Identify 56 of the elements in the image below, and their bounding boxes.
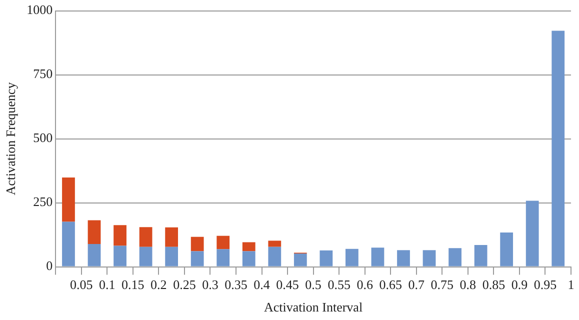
bar xyxy=(320,250,333,266)
bar xyxy=(448,248,462,266)
bar xyxy=(268,240,282,247)
bar xyxy=(397,250,410,266)
bar xyxy=(88,220,101,244)
bar xyxy=(242,251,256,266)
x-tick-label: 0.4 xyxy=(254,277,270,292)
bar xyxy=(474,245,488,266)
bar xyxy=(242,242,256,252)
x-tick-label: 0.15 xyxy=(122,277,144,292)
bar xyxy=(88,244,101,266)
x-tick-label: 0.6 xyxy=(356,277,374,292)
bar xyxy=(216,249,230,266)
bar xyxy=(190,251,204,266)
bar xyxy=(268,246,282,266)
x-tick-label: 0.9 xyxy=(511,277,528,292)
bar xyxy=(114,225,126,246)
x-tick-label: 0.65 xyxy=(379,277,402,292)
x-tick-label: 0.75 xyxy=(430,277,454,292)
bar xyxy=(526,200,539,266)
x-tick-label: 0.95 xyxy=(534,277,557,292)
x-tick-label: 0.05 xyxy=(70,277,93,292)
y-tick-label: 250 xyxy=(33,194,53,210)
x-tick-label: 0.35 xyxy=(224,277,248,292)
x-tick-label: 0.2 xyxy=(150,277,167,292)
bar xyxy=(165,227,178,247)
y-tick-label: 500 xyxy=(33,130,53,146)
x-tick-label: 0.25 xyxy=(173,277,196,292)
bar xyxy=(552,30,565,266)
x-tick-label: 0.3 xyxy=(202,277,218,292)
bar xyxy=(114,246,126,266)
bar xyxy=(294,253,307,266)
bar xyxy=(139,227,152,247)
x-tick-label: 0.55 xyxy=(328,277,350,292)
x-tick-label: 0.8 xyxy=(460,277,476,292)
y-tick-label: 0 xyxy=(46,258,53,274)
bar xyxy=(62,222,75,266)
x-tick-label: 0.7 xyxy=(408,277,426,292)
bar xyxy=(62,177,75,222)
x-tick-label: 0.1 xyxy=(99,277,116,292)
bar xyxy=(422,250,436,266)
x-tick-label: 1 xyxy=(568,277,574,292)
y-axis-title: Activation Frequency xyxy=(3,82,18,196)
bar xyxy=(346,248,358,266)
x-tick-label: 0.45 xyxy=(276,277,299,292)
bar xyxy=(216,236,230,250)
bar xyxy=(190,236,204,252)
x-axis-title: Activation Interval xyxy=(264,300,363,315)
x-tick-label: 0.5 xyxy=(305,277,322,292)
bar xyxy=(165,246,178,266)
x-tick-label: 0.85 xyxy=(482,277,506,292)
y-tick-label: 1000 xyxy=(26,2,53,18)
bar xyxy=(139,246,152,266)
y-tick-label: 750 xyxy=(33,66,53,82)
bar xyxy=(500,232,514,266)
bar xyxy=(371,248,384,266)
